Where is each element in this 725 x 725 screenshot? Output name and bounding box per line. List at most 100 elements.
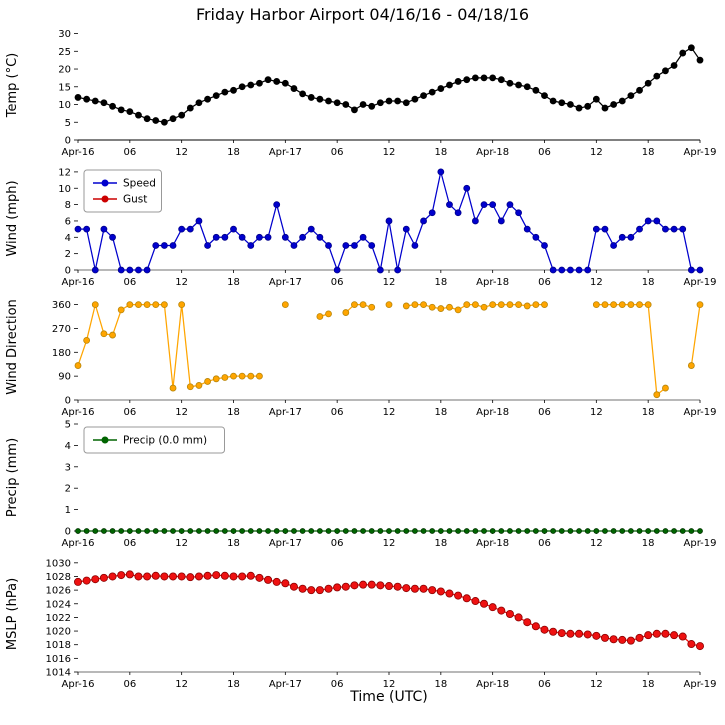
wind-speed-marker	[316, 233, 324, 241]
wind-speed-marker	[515, 209, 522, 217]
wind-direction-marker	[351, 301, 358, 309]
wind-speed-y-axis-label: Wind (mph)	[5, 180, 20, 256]
temperature-marker	[454, 78, 462, 85]
mslp-marker	[652, 629, 661, 638]
temperature-marker	[178, 111, 186, 119]
mslp-ytick-label: 1028	[46, 572, 71, 583]
wind-speed-xtick-label: Apr-18	[476, 277, 509, 288]
wind-speed-marker	[247, 242, 255, 249]
wind-speed-marker	[256, 233, 263, 241]
mslp-marker	[272, 577, 281, 586]
wind-direction-marker	[169, 384, 177, 392]
wind-direction-marker	[471, 301, 479, 309]
wind-direction-marker	[316, 313, 324, 320]
wind-speed-marker	[83, 225, 91, 233]
mslp-marker	[341, 582, 350, 591]
wind-direction-marker	[238, 372, 246, 380]
wind-direction-marker	[135, 301, 142, 309]
wind-direction-marker	[117, 306, 125, 314]
mslp-ytick-label: 1018	[46, 640, 71, 651]
precipitation-xtick-label: 18	[227, 538, 240, 549]
precipitation-marker	[437, 528, 444, 534]
wind-speed-marker	[411, 242, 419, 249]
mslp-marker	[367, 580, 376, 589]
temperature-marker	[592, 95, 600, 103]
chart-title: Friday Harbor Airport 04/16/16 - 04/18/1…	[195, 5, 530, 24]
temperature-marker	[497, 76, 505, 84]
wind-direction-marker	[497, 301, 505, 309]
precipitation-xtick-label: 18	[434, 538, 447, 549]
precipitation-xtick-label: Apr-18	[476, 538, 509, 549]
mslp-marker	[644, 631, 653, 640]
wind-speed-marker	[238, 233, 246, 241]
mslp-ytick-label: 1022	[46, 613, 71, 624]
precipitation-marker	[178, 528, 185, 534]
wind-speed-marker	[636, 225, 643, 233]
temperature-marker	[662, 67, 669, 75]
temperature-marker	[307, 94, 315, 101]
wind-speed-legend-label: Gust	[123, 194, 147, 206]
wind-direction-ytick-label: 360	[52, 300, 71, 311]
wind-direction-marker	[143, 301, 151, 309]
mslp-xtick-label: Apr-18	[476, 679, 509, 690]
precipitation-y-axis-label: Precip (mm)	[5, 438, 20, 517]
temperature-marker	[541, 92, 548, 100]
temperature-marker	[567, 101, 574, 108]
precipitation-xtick-label: Apr-16	[62, 538, 95, 549]
precipitation-marker	[299, 528, 306, 534]
wind-direction-marker	[74, 362, 82, 369]
wind-speed-marker	[627, 233, 635, 241]
precipitation-marker	[135, 528, 142, 534]
mslp-marker	[678, 632, 687, 641]
x-axis-label: Time (UTC)	[350, 689, 428, 705]
mslp-marker	[125, 570, 134, 579]
wind-direction-xtick-label: 12	[590, 407, 603, 418]
temperature-xtick-label: Apr-19	[684, 147, 717, 158]
mslp-xtick-label: 12	[175, 679, 188, 690]
precipitation-marker	[334, 528, 341, 534]
precipitation-ytick-label: 2	[65, 484, 71, 495]
precipitation-marker	[558, 528, 565, 534]
wind-speed-marker	[299, 233, 307, 241]
wind-direction-marker	[368, 303, 376, 311]
wind-speed-xtick-label: 18	[227, 277, 240, 288]
mslp-marker	[583, 630, 592, 639]
wind-speed-marker	[117, 266, 125, 274]
temperature-marker	[575, 104, 583, 112]
precipitation-ytick-label: 0	[65, 527, 71, 538]
precipitation-marker	[152, 528, 159, 534]
temperature-marker	[601, 104, 609, 112]
wind-direction-marker	[627, 301, 635, 309]
temperature-ytick-label: 10	[58, 100, 71, 111]
temperature-marker	[385, 97, 393, 105]
wind-direction-marker	[523, 302, 531, 310]
mslp-marker	[445, 589, 454, 598]
precipitation-marker	[619, 528, 626, 534]
wind-direction-marker	[83, 336, 91, 344]
precipitation-marker	[126, 528, 133, 534]
wind-direction-marker	[662, 384, 669, 392]
precipitation-marker	[550, 528, 557, 534]
temperature-xtick-label: 18	[642, 147, 655, 158]
wind-speed-ytick-label: 6	[65, 216, 71, 227]
wind-direction-xtick-label: 06	[538, 407, 551, 418]
wind-speed-marker	[264, 233, 272, 241]
wind-speed-marker	[541, 242, 548, 249]
mslp-marker	[186, 573, 195, 582]
mslp-marker	[523, 618, 532, 627]
precipitation-marker	[507, 528, 513, 534]
wind-speed-marker	[662, 225, 669, 233]
temperature-marker	[471, 74, 479, 82]
precipitation-marker	[342, 528, 349, 534]
precipitation-marker	[481, 528, 487, 534]
precipitation-marker	[325, 528, 332, 534]
temperature-marker	[394, 97, 402, 105]
wind-speed-xtick-label: 06	[331, 277, 344, 288]
wind-speed-marker	[135, 266, 142, 274]
wind-speed-marker	[186, 225, 194, 233]
temperature-marker	[135, 111, 142, 119]
precipitation-marker	[265, 528, 271, 534]
wind-direction-xtick-label: 06	[331, 407, 344, 418]
wind-speed-xtick-label: 18	[642, 277, 655, 288]
wind-direction-ytick-label: 90	[58, 372, 71, 383]
